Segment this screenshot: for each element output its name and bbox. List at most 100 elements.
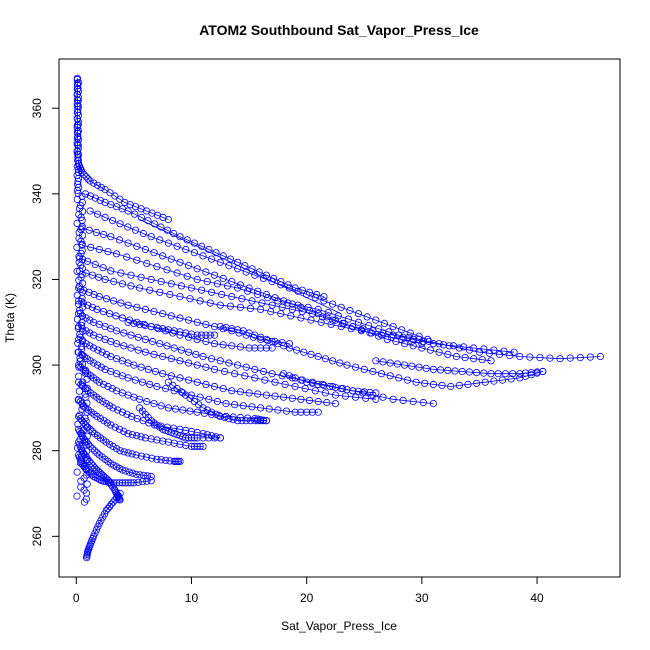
data-point — [360, 365, 368, 373]
profile-series — [76, 254, 518, 356]
data-point — [426, 346, 435, 354]
data-point — [284, 281, 292, 289]
x-tick-label: 20 — [300, 591, 314, 605]
data-point — [156, 340, 164, 348]
profile-line — [81, 244, 601, 360]
data-point — [228, 342, 236, 350]
data-point — [118, 314, 127, 322]
data-point — [380, 319, 388, 327]
data-point — [159, 437, 167, 445]
data-point — [406, 329, 414, 337]
data-point — [480, 345, 488, 353]
data-point — [354, 318, 363, 326]
data-point — [480, 369, 488, 377]
data-point — [323, 398, 331, 407]
data-point — [93, 449, 101, 457]
data-point — [76, 357, 84, 365]
data-point — [429, 365, 437, 373]
data-point — [131, 210, 139, 218]
data-point — [199, 434, 207, 442]
data-point — [153, 262, 161, 271]
data-point — [461, 353, 469, 362]
data-point — [229, 413, 237, 421]
data-point — [216, 434, 224, 442]
data-point — [219, 341, 227, 349]
data-point — [183, 272, 191, 280]
x-axis: 0 10 20 30 40 — [73, 576, 544, 605]
data-point — [409, 335, 417, 343]
data-point — [113, 479, 121, 487]
data-point — [228, 387, 236, 395]
data-point — [95, 292, 103, 301]
data-point — [94, 210, 102, 218]
data-point — [268, 277, 276, 286]
data-point — [199, 252, 207, 260]
y-tick-label: 280 — [30, 440, 44, 460]
data-point — [150, 399, 158, 408]
data-point — [157, 402, 165, 410]
data-point — [259, 417, 268, 425]
data-point — [124, 429, 132, 438]
data-point — [269, 274, 278, 282]
data-point — [226, 302, 234, 310]
data-point — [320, 297, 328, 305]
data-point — [359, 389, 367, 397]
data-point — [282, 407, 291, 415]
data-point — [127, 479, 135, 487]
data-point — [331, 391, 340, 399]
data-point — [399, 396, 407, 404]
data-point — [234, 417, 242, 425]
profile-series — [372, 357, 547, 378]
data-point — [326, 382, 334, 391]
data-point — [90, 290, 98, 299]
data-point — [219, 384, 227, 393]
data-point — [73, 195, 81, 203]
data-point — [116, 220, 124, 228]
data-point — [73, 444, 82, 452]
data-point — [106, 310, 114, 318]
data-point — [176, 292, 184, 301]
data-point — [182, 329, 190, 337]
data-point — [113, 444, 121, 453]
data-point — [331, 383, 340, 392]
data-point — [199, 404, 207, 412]
data-point — [251, 365, 259, 373]
data-point — [111, 496, 119, 504]
data-point — [107, 421, 115, 429]
data-point — [86, 177, 94, 185]
data-point — [487, 370, 495, 378]
data-point — [459, 343, 468, 351]
data-point — [136, 284, 144, 292]
data-point — [516, 370, 524, 378]
data-point — [198, 331, 206, 339]
data-point — [136, 320, 144, 328]
data-point — [278, 372, 286, 380]
data-point — [193, 442, 201, 450]
data-point — [264, 294, 272, 302]
data-point — [193, 378, 201, 386]
data-point — [311, 387, 319, 395]
data-point — [176, 457, 184, 465]
data-point — [349, 387, 357, 395]
data-point — [510, 348, 518, 356]
data-point — [262, 290, 270, 299]
data-point — [157, 277, 165, 286]
data-point — [238, 417, 246, 425]
data-point — [318, 313, 327, 321]
data-point — [539, 367, 547, 376]
profile-series — [164, 378, 270, 425]
data-point — [251, 417, 259, 425]
profile-series — [75, 348, 322, 416]
data-point — [83, 438, 91, 446]
data-point — [297, 395, 305, 403]
data-point — [193, 335, 201, 343]
data-point — [150, 249, 158, 257]
data-point — [308, 379, 316, 387]
data-point — [143, 472, 151, 480]
data-point — [465, 368, 473, 376]
data-point — [167, 355, 175, 363]
data-point — [254, 417, 262, 425]
data-point — [307, 350, 315, 358]
data-point — [127, 271, 135, 279]
data-point — [179, 406, 187, 414]
